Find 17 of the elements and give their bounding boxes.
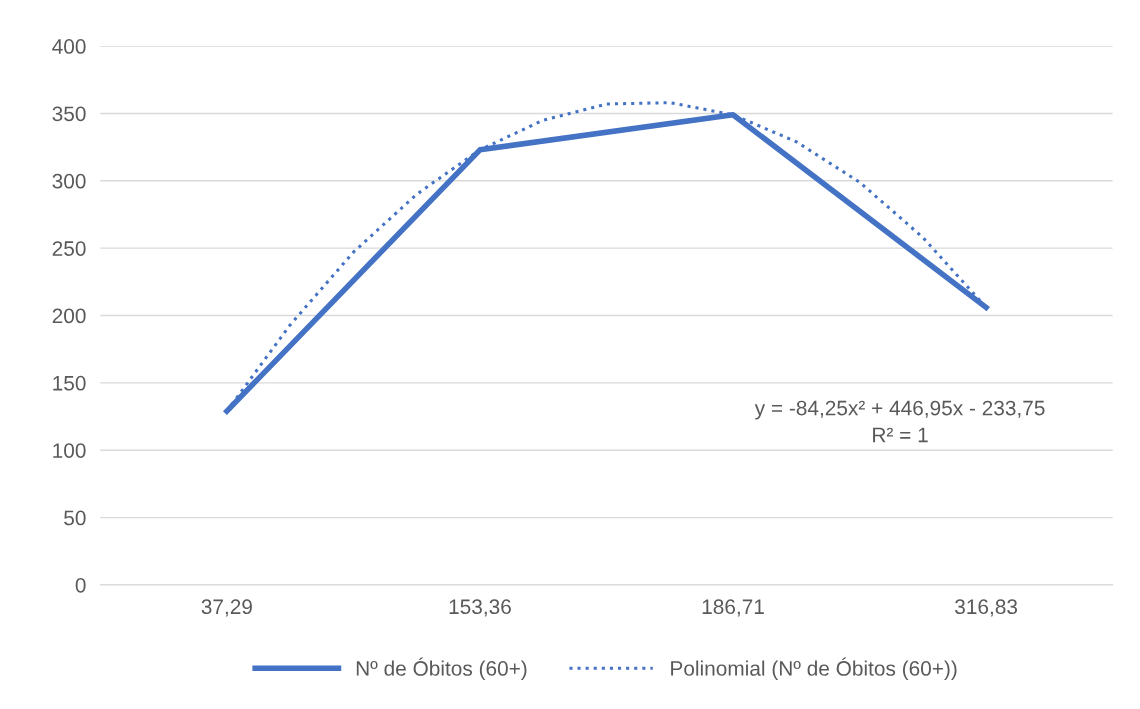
y-tick-label: 150 xyxy=(53,375,86,391)
y-tick-label: 250 xyxy=(52,241,86,256)
y-tick-label: 350 xyxy=(52,106,86,122)
y-tick-label: 50 xyxy=(64,510,86,526)
y-tick-label: 400 xyxy=(52,39,86,54)
y-tick-label: 0 xyxy=(75,577,86,593)
legend-label: Nº de Óbitos (60+) xyxy=(356,657,527,680)
x-tick-label: 153,36 xyxy=(449,599,511,617)
x-tick-label: 316,83 xyxy=(955,599,1018,617)
x-tick-label: 37,29 xyxy=(201,599,252,617)
legend-label: Polinomial (Nº de Óbitos (60+)) xyxy=(671,657,957,680)
y-tick-label: 100 xyxy=(53,443,86,458)
y-tick-label: 300 xyxy=(52,173,86,189)
x-tick-label: 186,71 xyxy=(702,599,764,617)
y-tick-label: 200 xyxy=(52,308,86,324)
annotation: y = -84,25x² + 446,95x - 233,75 xyxy=(754,400,1045,420)
annotation: R² = 1 xyxy=(873,427,928,443)
